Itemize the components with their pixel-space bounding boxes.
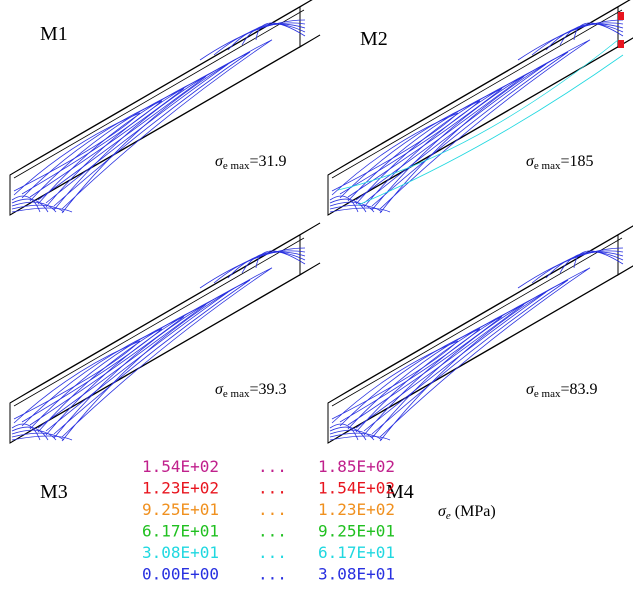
contour-line (358, 55, 623, 205)
contour-line (46, 292, 228, 435)
legend-separator: ... (258, 457, 287, 476)
contour-line (364, 64, 546, 207)
legend-to: 3.08E+01 (318, 565, 395, 584)
subscript: e max (223, 160, 250, 172)
max-stress: σe max=83.9 (526, 381, 598, 400)
contour-panel: M1 σe max=31.9 (10, 0, 320, 215)
value: =31.9 (249, 153, 286, 170)
hot-spot (618, 40, 624, 48)
legend-to: 1.54E+02 (318, 479, 395, 498)
value: =83.9 (560, 381, 597, 398)
panel-label: M1 (40, 23, 68, 45)
unit: (MPa) (451, 503, 496, 520)
edge (30, 263, 320, 431)
legend-to: 6.17E+01 (318, 543, 395, 562)
legend-from: 1.23E+02 (142, 479, 219, 498)
contour-panel: M2 σe max=185 (328, 0, 633, 215)
legend-to: 9.25E+01 (318, 522, 395, 541)
edge (328, 235, 618, 403)
legend-separator: ... (258, 500, 287, 519)
subscript: e max (534, 388, 561, 400)
legend-title: σe (MPa) (438, 503, 496, 522)
contour-line (340, 329, 480, 426)
legend-from: 9.25E+01 (142, 500, 219, 519)
legend-separator: ... (258, 543, 287, 562)
edge (10, 235, 300, 403)
legend-to: 1.85E+02 (318, 457, 395, 476)
contour-line (364, 292, 546, 435)
contour-line (256, 23, 305, 40)
panel-label: M2 (360, 28, 388, 50)
subscript: e max (534, 160, 561, 172)
edge (348, 223, 633, 391)
contour-line (46, 64, 228, 207)
subscript: e max (223, 388, 250, 400)
contour-line (574, 23, 623, 40)
hot-spot (618, 12, 624, 20)
value: =39.3 (249, 381, 286, 398)
max-stress: σe max=39.3 (215, 381, 287, 400)
panel-label: M3 (40, 481, 68, 503)
legend-separator: ... (258, 565, 287, 584)
contour-line (22, 101, 162, 198)
legend-from: 0.00E+00 (142, 565, 219, 584)
legend-separator: ... (258, 479, 287, 498)
legend-separator: ... (258, 522, 287, 541)
value: =185 (560, 153, 593, 170)
max-stress: σe max=31.9 (215, 153, 287, 172)
figure: M1σe max=31.9M2σe max=185M3σe max=39.3M4… (0, 0, 633, 593)
contour-line (574, 251, 623, 268)
edge (30, 35, 320, 203)
contour-line (22, 329, 162, 426)
section-back (300, 223, 320, 275)
legend-to: 1.23E+02 (318, 500, 395, 519)
contour-line (340, 101, 480, 198)
max-stress: σe max=185 (526, 153, 594, 172)
legend-from: 1.54E+02 (142, 457, 219, 476)
legend-from: 6.17E+01 (142, 522, 219, 541)
contour-line (256, 251, 305, 268)
legend-from: 3.08E+01 (142, 543, 219, 562)
